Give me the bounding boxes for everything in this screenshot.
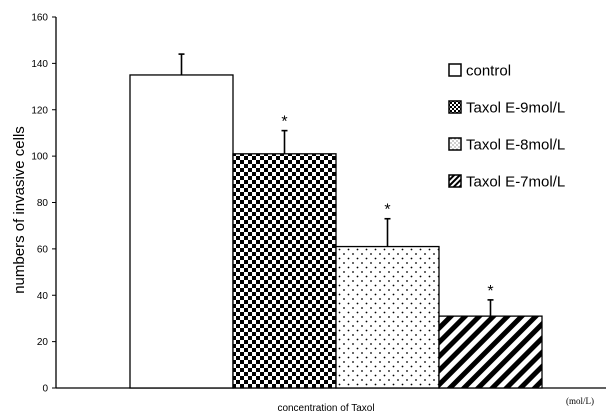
significance-marker: * xyxy=(487,283,493,300)
y-tick-label: 120 xyxy=(31,105,48,116)
y-tick-label: 60 xyxy=(37,244,49,255)
y-tick-label: 40 xyxy=(37,291,49,302)
bar-group: * xyxy=(438,283,543,389)
y-tick-label: 140 xyxy=(31,59,48,70)
legend-label: Taxol E-7mol/L xyxy=(466,174,565,191)
y-tick-label: 160 xyxy=(31,13,48,24)
bar xyxy=(232,153,337,389)
bar xyxy=(335,245,440,389)
y-ticks: 0 20 40 60 80 100 120 140 160 xyxy=(31,13,56,395)
bar xyxy=(129,74,234,389)
legend-swatch xyxy=(448,100,462,114)
legend-item: Taxol E-7mol/L xyxy=(448,174,565,191)
y-axis-label: numbers of invasive cells xyxy=(11,126,28,294)
bar-group xyxy=(129,53,234,389)
legend-swatch xyxy=(448,174,462,188)
y-tick-label: 80 xyxy=(37,198,49,209)
bar-group: * xyxy=(232,114,337,389)
legend-item: control xyxy=(448,63,511,80)
x-axis-label: concentration of Taxol xyxy=(277,403,374,413)
bars: * * * xyxy=(129,53,543,389)
legend-item: Taxol E-8mol/L xyxy=(448,137,565,154)
y-tick-label: 100 xyxy=(31,152,48,163)
significance-marker: * xyxy=(384,202,390,219)
legend-label: Taxol E-9mol/L xyxy=(466,100,565,117)
y-tick-label: 20 xyxy=(37,337,49,348)
significance-marker: * xyxy=(281,114,287,131)
bar xyxy=(438,315,543,389)
legend-swatch xyxy=(448,137,462,151)
legend: control Taxol E-9mol/L Taxol E-8mol/L Taxol… xyxy=(448,63,565,191)
legend-swatch xyxy=(448,63,462,77)
x-axis-unit-label: (mol/L) xyxy=(566,396,594,406)
legend-label: Taxol E-8mol/L xyxy=(466,137,565,154)
legend-label: control xyxy=(466,63,511,80)
y-tick-label: 0 xyxy=(42,384,48,395)
bar-group: * xyxy=(335,202,440,389)
legend-item: Taxol E-9mol/L xyxy=(448,100,565,117)
